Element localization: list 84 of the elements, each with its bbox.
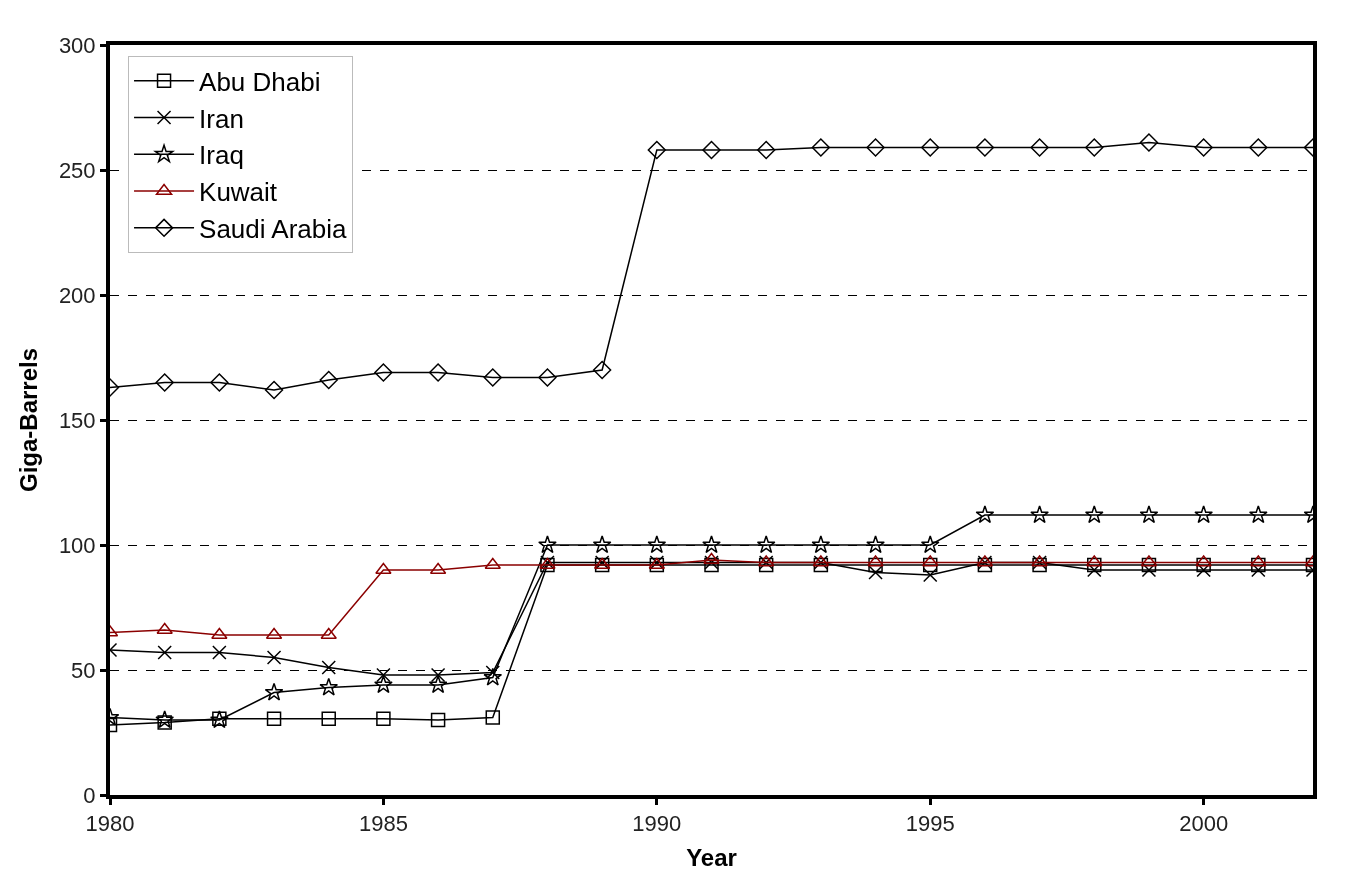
point [375, 562, 392, 574]
point [1139, 133, 1159, 152]
legend-label: Abu Dhabi [199, 66, 321, 97]
x-tick-label: 1995 [905, 811, 955, 837]
y-tick-label: 300 [58, 32, 96, 58]
y-tick-label: 100 [58, 532, 96, 558]
point [155, 710, 175, 729]
point [922, 557, 938, 573]
point [1085, 138, 1104, 157]
point [920, 535, 940, 554]
point [376, 711, 391, 726]
point [211, 627, 228, 639]
point [1249, 138, 1268, 157]
y-tick-label: 0 [83, 782, 96, 808]
point [319, 677, 339, 696]
point [756, 535, 776, 554]
point [374, 363, 393, 382]
point [428, 675, 448, 694]
point [921, 138, 940, 157]
point [483, 368, 502, 387]
legend-label: Iran [199, 103, 244, 134]
point [703, 552, 720, 564]
point [868, 557, 883, 573]
point [592, 535, 612, 554]
point [1250, 555, 1267, 567]
y-tick-label: 150 [58, 407, 96, 433]
point [1248, 505, 1268, 524]
point [647, 535, 667, 554]
point [1030, 138, 1049, 157]
point [1194, 505, 1214, 524]
point [1139, 505, 1159, 524]
point [210, 373, 229, 392]
point [155, 373, 174, 392]
point [485, 710, 501, 725]
point [157, 715, 172, 730]
point [1084, 505, 1104, 524]
point [592, 360, 612, 380]
point [866, 138, 885, 157]
x-tick-label: 2000 [1179, 811, 1229, 837]
point [266, 650, 282, 665]
point [647, 140, 667, 160]
point [156, 622, 173, 634]
point [702, 535, 721, 554]
y-tick-label: 200 [58, 282, 96, 308]
point [266, 711, 282, 726]
point [1086, 555, 1103, 567]
x-tick-label: 1980 [85, 811, 135, 837]
y-tick-label: 250 [58, 157, 96, 183]
point [756, 140, 776, 160]
point [975, 138, 995, 157]
point [702, 140, 721, 160]
point [975, 505, 995, 524]
x-axis-title: Year [686, 844, 737, 872]
point [1194, 138, 1213, 157]
point [374, 675, 393, 694]
point [867, 555, 884, 567]
legend-label: Kuwait [199, 177, 278, 208]
point [320, 627, 337, 639]
point [483, 667, 503, 686]
point [321, 711, 336, 726]
legend-label: Saudi Arabia [199, 213, 348, 244]
y-axis-title: Giga-Barrels [15, 347, 43, 493]
point [430, 712, 446, 728]
x-tick-label: 1990 [632, 811, 682, 837]
point [538, 368, 557, 387]
point [264, 380, 284, 400]
point [866, 535, 885, 554]
point [1251, 557, 1266, 573]
point [1196, 557, 1211, 573]
y-tick-label: 50 [71, 657, 96, 683]
x-tick-label: 1985 [358, 811, 408, 837]
point [376, 667, 391, 683]
point [319, 370, 338, 390]
point [811, 138, 831, 157]
point [811, 535, 831, 554]
point [1141, 557, 1157, 573]
point [538, 535, 557, 554]
point [321, 660, 336, 675]
point [1087, 557, 1102, 573]
point [1195, 555, 1212, 567]
legend-label: Iraq [199, 140, 244, 171]
point [1030, 505, 1049, 524]
point [428, 363, 448, 382]
point [264, 682, 284, 701]
